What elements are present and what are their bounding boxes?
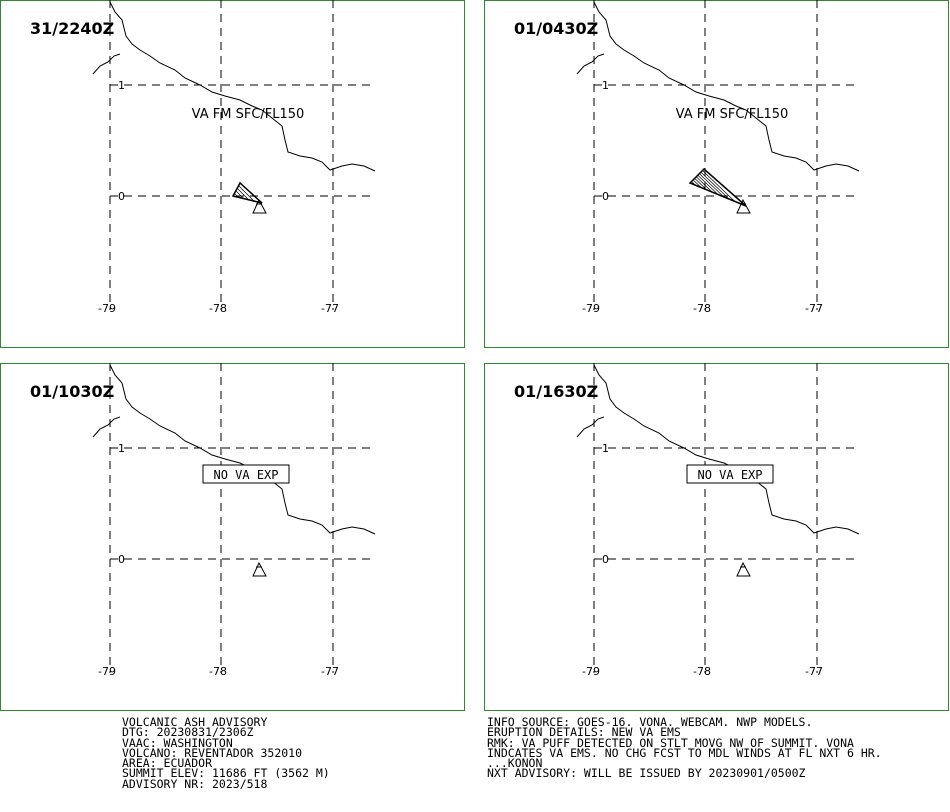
ash-hatch — [702, 170, 736, 202]
ash-annotation: NO VA EXP — [697, 468, 762, 482]
volcano-symbol — [736, 198, 751, 214]
lat-label: 1 — [118, 79, 125, 92]
lon-label: -77 — [321, 665, 339, 678]
ash-area — [688, 167, 747, 207]
lon-label: -79 — [582, 665, 600, 678]
lat-label: 1 — [602, 79, 609, 92]
ash-hatch — [238, 185, 255, 202]
coastline — [109, 1, 376, 172]
ash-hatch — [694, 178, 708, 191]
coastline — [92, 416, 121, 438]
volcano-symbol — [252, 198, 267, 214]
text-line: RMK: VA PUFF DETECTED ON STLT MOVG NW OF… — [487, 735, 854, 750]
lon-label: -77 — [805, 302, 823, 315]
ash-area — [231, 181, 263, 204]
annotation-box — [202, 464, 290, 484]
lon-label: -78 — [209, 665, 227, 678]
lon-label: -78 — [693, 665, 711, 678]
ash-hatch — [700, 171, 730, 200]
map-panel: 1 0 -79 -78 -77 01/1030Z NO VA EXP — [0, 363, 465, 711]
text-line: AREA: ECUADOR — [122, 756, 213, 771]
lat-label: 0 — [602, 190, 609, 203]
ash-annotation: NO VA EXP — [213, 468, 278, 482]
ash-hatch — [235, 190, 244, 199]
text-line: SUMMIT ELEV: 11686 FT (3562 M) — [122, 766, 330, 781]
advisory-info: VOLCANIC ASH ADVISORY DTG: 20230831/2306Z… — [122, 715, 330, 791]
valid-time: 01/1030Z — [30, 382, 114, 401]
text-line: VOLCANIC ASH ADVISORY — [122, 715, 268, 729]
valid-time: 31/2240Z — [30, 19, 114, 38]
valid-time: 01/0430Z — [514, 19, 598, 38]
ash-hatch — [234, 193, 239, 198]
annotation-box — [686, 464, 774, 484]
coastline — [576, 416, 605, 438]
ash-hatch — [692, 179, 702, 188]
coastline — [593, 364, 860, 535]
coastline — [576, 53, 605, 75]
panel-border — [484, 363, 949, 711]
lon-label: -77 — [321, 302, 339, 315]
text-line: INDCATES VA EMS. NO CHG FCST TO MDL WIND… — [487, 745, 882, 760]
ash-annotation: VA FM SFC/FL150 — [192, 107, 305, 122]
lat-label: 0 — [118, 190, 125, 203]
text-line: VAAC: WASHINGTON — [122, 735, 233, 750]
lat-label: 0 — [602, 553, 609, 566]
text-line: VOLCANO: REVENTADOR 352010 — [122, 745, 303, 760]
coastline — [109, 364, 376, 535]
coastline — [593, 1, 860, 172]
lon-label: -77 — [805, 665, 823, 678]
lat-label: 0 — [118, 553, 125, 566]
text-line: ...KONON — [487, 756, 543, 771]
lat-label: 1 — [602, 442, 609, 455]
lon-label: -78 — [209, 302, 227, 315]
lat-label: 1 — [118, 442, 125, 455]
map-panel: 1 0 -79 -78 -77 01/1630Z NO VA EXP — [484, 363, 949, 711]
panel-border — [484, 0, 949, 348]
text-line: DTG: 20230831/2306Z — [122, 725, 254, 740]
lon-label: -78 — [693, 302, 711, 315]
text-line: ADVISORY NR: 2023/518 — [122, 776, 268, 791]
lon-label: -79 — [98, 665, 116, 678]
ash-hatch — [695, 176, 713, 193]
volcano-symbol — [252, 561, 267, 577]
map-panel: 1 0 -79 -78 -77 01/0430Z VA FM SFC/FL150 — [484, 0, 949, 348]
volcano-symbol — [736, 561, 751, 577]
ash-hatch — [697, 174, 719, 195]
ash-hatch — [699, 173, 724, 198]
text-line: ERUPTION DETAILS: NEW VA EMS — [487, 725, 681, 740]
ash-hatch — [691, 181, 696, 186]
advisory-remarks: INFO SOURCE: GOES-16. VONA. WEBCAM. NWP … — [487, 715, 882, 781]
ash-hatch — [236, 187, 249, 201]
ash-annotation: VA FM SFC/FL150 — [676, 107, 789, 122]
map-panel: 1 0 -79 -78 -77 31/2240Z VA FM SFC/FL150 — [0, 0, 465, 348]
panel-border — [0, 363, 465, 711]
panel-border — [0, 0, 465, 348]
lon-label: -79 — [582, 302, 600, 315]
text-line: NXT ADVISORY: WILL BE ISSUED BY 20230901… — [487, 766, 806, 781]
lon-label: -79 — [98, 302, 116, 315]
valid-time: 01/1630Z — [514, 382, 598, 401]
text-line: INFO SOURCE: GOES-16. VONA. WEBCAM. NWP … — [487, 715, 813, 729]
coastline — [92, 53, 121, 75]
